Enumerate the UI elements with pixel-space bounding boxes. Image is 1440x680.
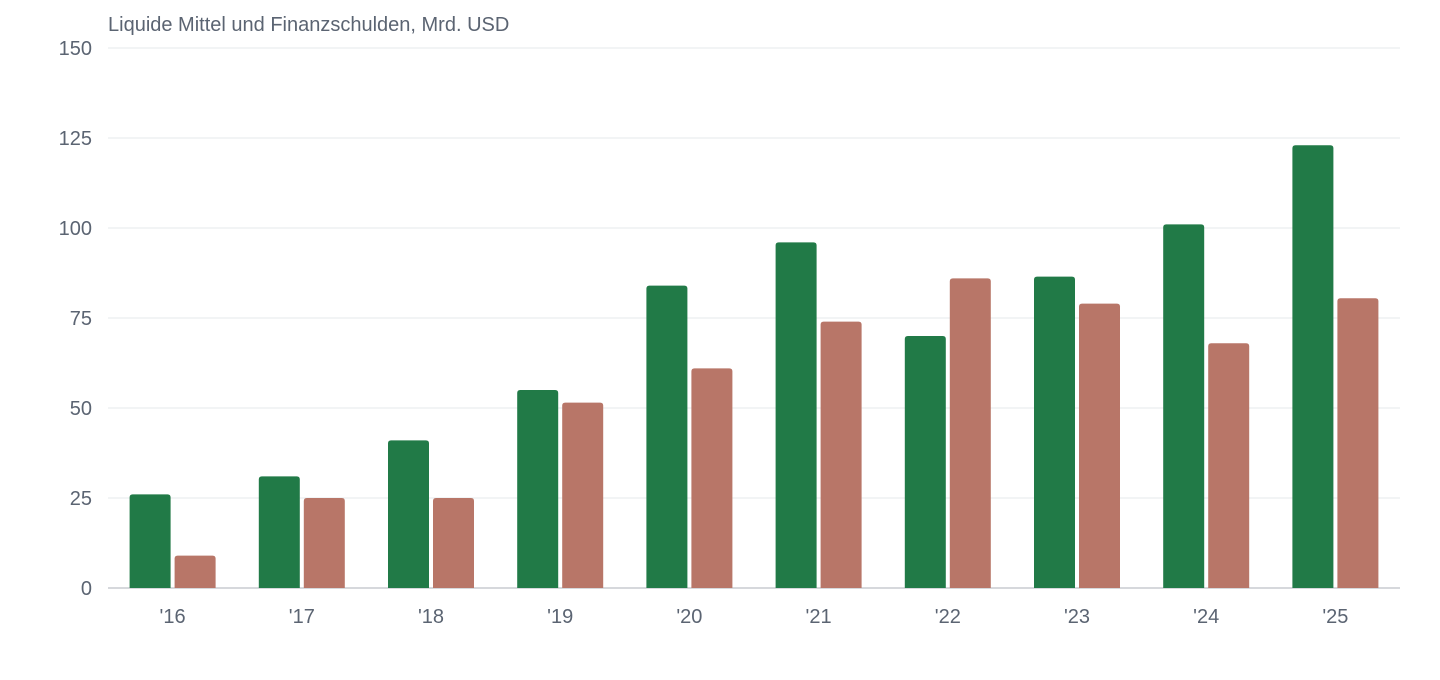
x-axis-ticks: '16 '17 '18 '19 '20 '21 '22 '23 '24 '25 bbox=[160, 606, 1349, 628]
x-tick-label: '24 bbox=[1193, 606, 1219, 628]
bar-series-2-4 bbox=[691, 368, 733, 588]
bar-series-1-5 bbox=[775, 242, 817, 588]
bar-series-1-4 bbox=[646, 285, 688, 588]
bar-series-2-3 bbox=[562, 402, 604, 588]
bar-series-1-3 bbox=[517, 390, 559, 588]
y-tick-label: 75 bbox=[70, 308, 92, 330]
x-tick-label: '22 bbox=[935, 606, 961, 628]
x-tick-label: '16 bbox=[160, 606, 186, 628]
bar-series-2-9 bbox=[1337, 298, 1379, 588]
y-axis-ticks: 0 25 50 75 100 125 150 bbox=[59, 38, 92, 600]
bar-series-1-9 bbox=[1292, 145, 1334, 588]
x-tick-label: '25 bbox=[1322, 606, 1348, 628]
y-tick-label: 50 bbox=[70, 398, 92, 420]
x-tick-label: '17 bbox=[289, 606, 315, 628]
y-tick-label: 125 bbox=[59, 128, 92, 150]
bars bbox=[129, 145, 1379, 588]
bar-series-2-7 bbox=[1079, 303, 1120, 588]
bar-series-2-0 bbox=[174, 555, 216, 588]
bar-series-1-8 bbox=[1163, 224, 1205, 588]
bar-series-1-1 bbox=[258, 476, 300, 588]
bar-series-2-2 bbox=[433, 498, 474, 588]
bar-series-2-5 bbox=[820, 321, 862, 588]
bar-series-2-6 bbox=[949, 278, 991, 588]
bar-series-1-2 bbox=[388, 440, 429, 588]
x-tick-label: '18 bbox=[418, 606, 444, 628]
gridlines bbox=[108, 47, 1400, 589]
y-tick-label: 150 bbox=[59, 38, 92, 60]
y-tick-label: 25 bbox=[70, 488, 92, 510]
bar-series-1-7 bbox=[1034, 276, 1075, 588]
bar-series-2-8 bbox=[1208, 343, 1250, 588]
bar-series-1-6 bbox=[904, 336, 946, 588]
x-tick-label: '23 bbox=[1064, 606, 1090, 628]
bar-series-2-1 bbox=[303, 498, 345, 588]
bar-series-1-0 bbox=[129, 494, 171, 588]
y-tick-label: 100 bbox=[59, 218, 92, 240]
x-tick-label: '21 bbox=[806, 606, 832, 628]
x-tick-label: '19 bbox=[547, 606, 573, 628]
y-tick-label: 0 bbox=[81, 578, 92, 600]
chart-title: Liquide Mittel und Finanzschulden, Mrd. … bbox=[108, 14, 509, 36]
x-tick-label: '20 bbox=[676, 606, 702, 628]
